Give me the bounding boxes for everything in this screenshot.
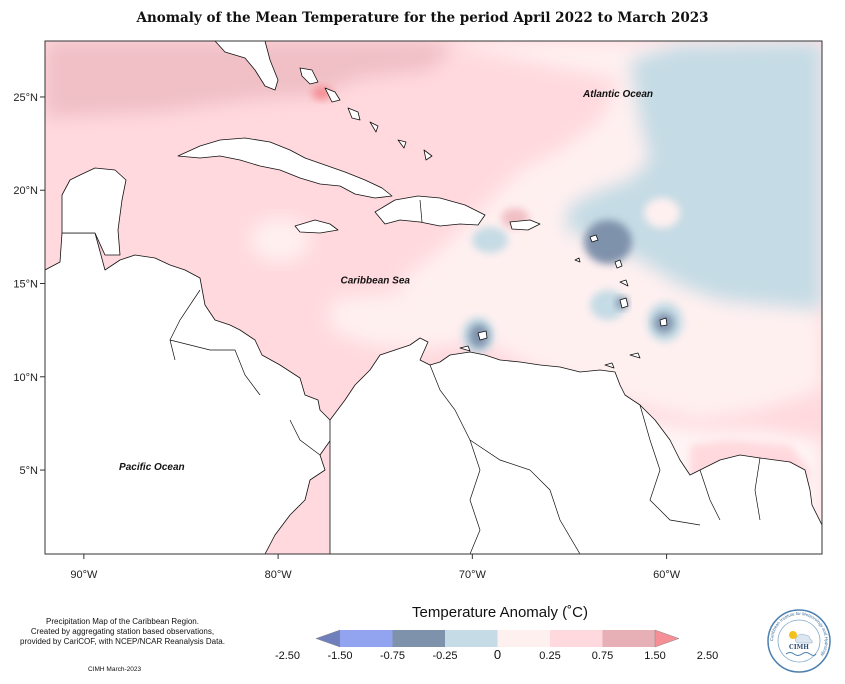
legend-swatch <box>654 629 680 648</box>
ocean-label: Pacific Ocean <box>119 462 185 473</box>
legend-tick-label: -0.75 <box>380 650 405 662</box>
x-tick-label: 60°W <box>653 569 681 581</box>
anomaly-shading <box>45 41 822 554</box>
credits-line: Created by aggregating station based obs… <box>30 627 215 636</box>
ocean-label: Caribbean Sea <box>340 276 410 287</box>
land-mask <box>45 41 822 554</box>
credits-date: CIMH March-2023 <box>88 666 142 673</box>
legend-tick-label: 2.50 <box>697 650 718 662</box>
legend-tick-label: 1.50 <box>644 650 665 662</box>
sun-icon <box>789 631 797 639</box>
credits-block: Precipitation Map of the Caribbean Regio… <box>10 617 235 647</box>
ocean-labels: Atlantic Ocean Caribbean Sea Pacific Ocean <box>119 89 653 473</box>
logo-text: CIMH <box>789 644 809 651</box>
x-tick-label: 80°W <box>265 569 293 581</box>
y-axis: 25°N 20°N 15°N 10°N 5°N <box>13 92 45 477</box>
x-tick-label: 90°W <box>70 569 98 581</box>
legend-swatch <box>550 630 603 647</box>
cimh-logo: Caribbean Institute for Meteorology and … <box>767 609 831 673</box>
wave-icon <box>785 652 817 656</box>
legend-title: Temperature Anomaly (˚C) <box>412 604 588 621</box>
map-frame <box>44 40 823 555</box>
legend-tick-labels: -2.50 -1.50 -0.75 -0.25 0 0.25 0.75 1.50 2.50 <box>275 647 718 662</box>
legend-swatch <box>315 629 341 648</box>
cloud-icon <box>795 633 813 644</box>
legend-swatch <box>602 630 655 647</box>
legend-swatch <box>445 630 498 647</box>
legend-tick-label: 0.75 <box>592 650 613 662</box>
y-tick-label: 5°N <box>20 465 39 477</box>
legend-tick-label: -1.50 <box>327 650 352 662</box>
legend-swatch <box>340 630 393 647</box>
y-tick-label: 15°N <box>13 279 38 291</box>
ocean-label: Atlantic Ocean <box>582 89 653 100</box>
y-tick-label: 20°N <box>13 185 38 197</box>
legend-tick-label: -2.50 <box>275 650 300 662</box>
legend-tick-label: 0.25 <box>539 650 560 662</box>
map-title: Anomaly of the Mean Temperature for the … <box>136 10 709 26</box>
legend-colorbar <box>315 629 680 648</box>
country-borders <box>169 199 761 554</box>
credits-line: provided by CariCOF, with NCEP/NCAR Rean… <box>20 637 225 646</box>
x-tick-label: 70°W <box>459 569 487 581</box>
legend-tick-label: -0.25 <box>432 650 457 662</box>
credits-line: Precipitation Map of the Caribbean Regio… <box>46 617 199 626</box>
legend-tick-label: 0 <box>494 647 501 662</box>
x-axis: 90°W 80°W 70°W 60°W <box>70 554 681 581</box>
y-tick-label: 10°N <box>13 372 38 384</box>
y-tick-label: 25°N <box>13 92 38 104</box>
legend-swatch <box>497 630 550 647</box>
legend-swatch <box>392 630 445 647</box>
